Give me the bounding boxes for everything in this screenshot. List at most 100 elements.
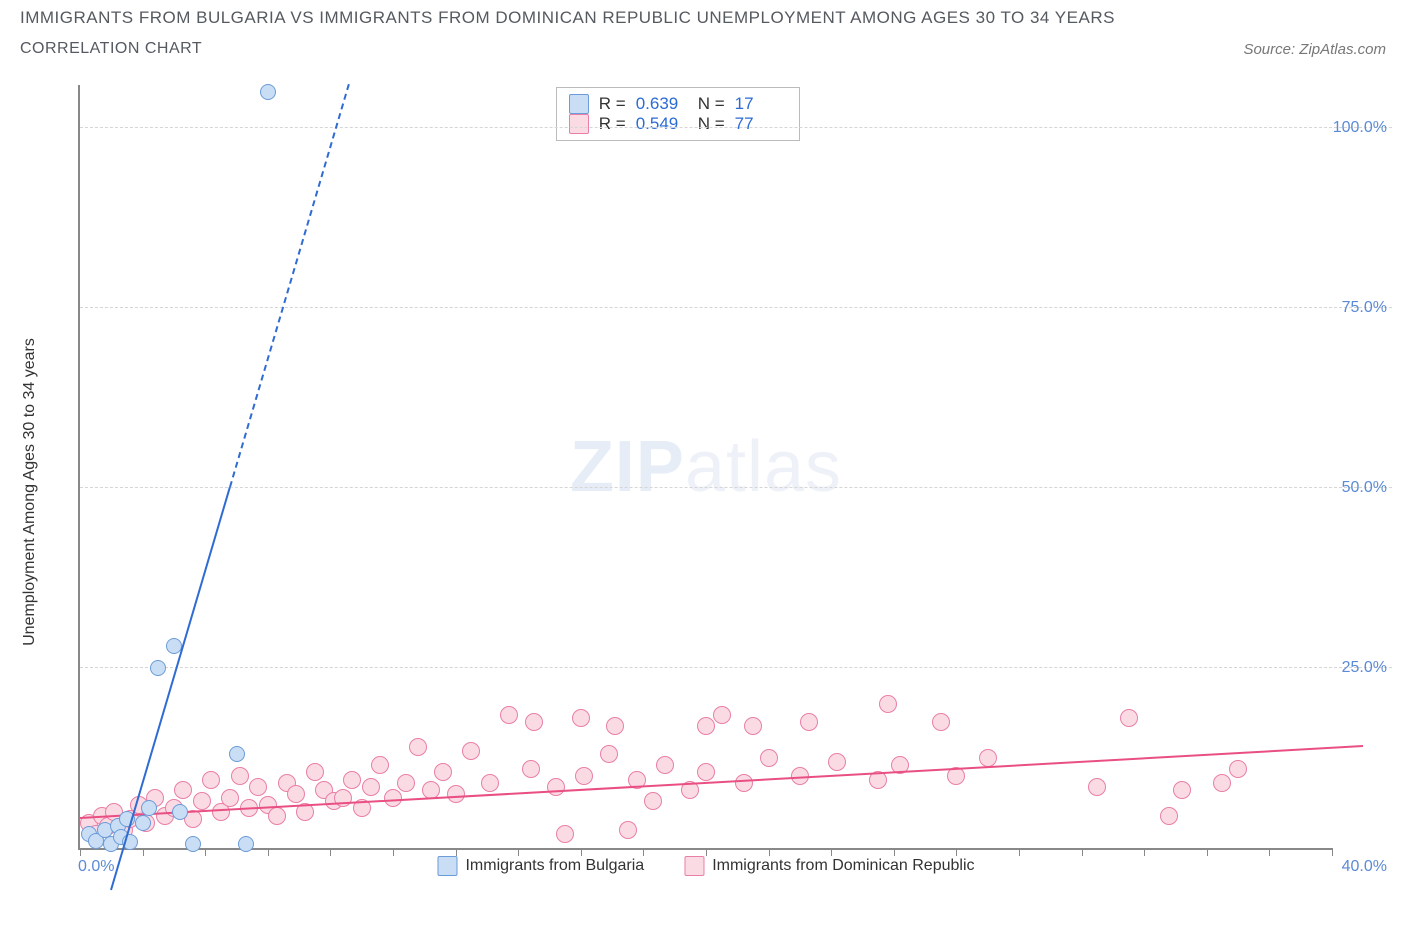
dr-point [879,695,897,713]
x-axis-tick [80,848,81,856]
dr-legend-label: Immigrants from Dominican Republic [712,857,974,875]
dr-point [1120,709,1138,727]
x-axis-tick [1207,848,1208,856]
dr-point [481,774,499,792]
dr-point [575,767,593,785]
bulgaria-legend-swatch [437,856,457,876]
dr-point [697,717,715,735]
dr-point [397,774,415,792]
dr-point [434,763,452,781]
x-axis-tick [205,848,206,856]
dr-point [556,825,574,843]
x-axis-tick [1332,848,1333,856]
x-axis-tick [643,848,644,856]
dr-point [760,749,778,767]
bulgaria-point [229,746,245,762]
n-label: N = [698,94,725,114]
x-axis-tick [1082,848,1083,856]
dr-point [202,771,220,789]
x-axis-tick [268,848,269,856]
x-axis-tick [393,848,394,856]
dr-point [462,742,480,760]
chart-area: Unemployment Among Ages 30 to 34 years Z… [48,85,1392,880]
dr-point [713,706,731,724]
bulgaria-point [238,836,254,852]
dr-point [1088,778,1106,796]
dr-point [384,789,402,807]
dr-point [600,745,618,763]
y-axis-title: Unemployment Among Ages 30 to 34 years [21,338,39,646]
dr-point [619,821,637,839]
dr-point [744,717,762,735]
correlation-stats-box: R = 0.639 N = 17 R = 0.549 N = 77 [556,87,800,141]
y-axis-tick-label: 75.0% [1342,299,1387,317]
x-axis-tick [518,848,519,856]
bulgaria-point [185,836,201,852]
x-axis-tick [894,848,895,856]
dr-point [343,771,361,789]
stats-row-bulgaria: R = 0.639 N = 17 [569,94,787,114]
dr-point [932,713,950,731]
x-axis-tick [1019,848,1020,856]
dr-point [231,767,249,785]
dr-point [644,792,662,810]
dr-point [306,763,324,781]
r-label: R = [599,94,626,114]
dr-point [362,778,380,796]
dr-r-value: 0.549 [636,114,688,134]
dr-point [193,792,211,810]
n-label: N = [698,114,725,134]
y-axis-tick-label: 100.0% [1333,119,1387,137]
dr-legend-swatch [684,856,704,876]
x-axis-min-label: 0.0% [78,858,114,876]
bulgaria-legend-label: Immigrants from Bulgaria [465,857,644,875]
dr-point [287,785,305,803]
gridline [80,307,1392,308]
x-axis-tick [831,848,832,856]
dr-point [500,706,518,724]
bulgaria-point [150,660,166,676]
stats-row-dr: R = 0.549 N = 77 [569,114,787,134]
dr-point [174,781,192,799]
dr-point [979,749,997,767]
dr-point [1229,760,1247,778]
chart-title-line1: IMMIGRANTS FROM BULGARIA VS IMMIGRANTS F… [20,8,1386,28]
dr-point [522,760,540,778]
source-attribution: Source: ZipAtlas.com [1243,41,1386,58]
x-axis-tick [456,848,457,856]
gridline [80,487,1392,488]
gridline [80,667,1392,668]
bulgaria-point [260,84,276,100]
dr-point [735,774,753,792]
legend-item-dr: Immigrants from Dominican Republic [684,856,974,876]
y-axis-tick-label: 25.0% [1342,659,1387,677]
chart-title-line2: CORRELATION CHART [20,40,202,58]
dr-point [1160,807,1178,825]
bulgaria-r-value: 0.639 [636,94,688,114]
dr-point [371,756,389,774]
dr-point [249,778,267,796]
legend-item-bulgaria: Immigrants from Bulgaria [437,856,644,876]
x-axis-max-label: 40.0% [1342,858,1387,876]
x-axis-tick [1144,848,1145,856]
bulgaria-n-value: 17 [735,94,787,114]
dr-point [572,709,590,727]
r-label: R = [599,114,626,134]
x-axis-tick [330,848,331,856]
dr-point [606,717,624,735]
bulgaria-point [135,815,151,831]
dr-point [800,713,818,731]
dr-point [221,789,239,807]
bulgaria-point [172,804,188,820]
x-axis-tick [956,848,957,856]
dr-n-value: 77 [735,114,787,134]
watermark: ZIPatlas [570,426,842,508]
series-legend: Immigrants from Bulgaria Immigrants from … [437,856,974,876]
bulgaria-trendline [110,487,231,891]
x-axis-tick [769,848,770,856]
bulgaria-swatch [569,94,589,114]
bulgaria-trendline-dashed [229,84,350,488]
dr-point [1173,781,1191,799]
dr-point [656,756,674,774]
x-axis-tick [706,848,707,856]
